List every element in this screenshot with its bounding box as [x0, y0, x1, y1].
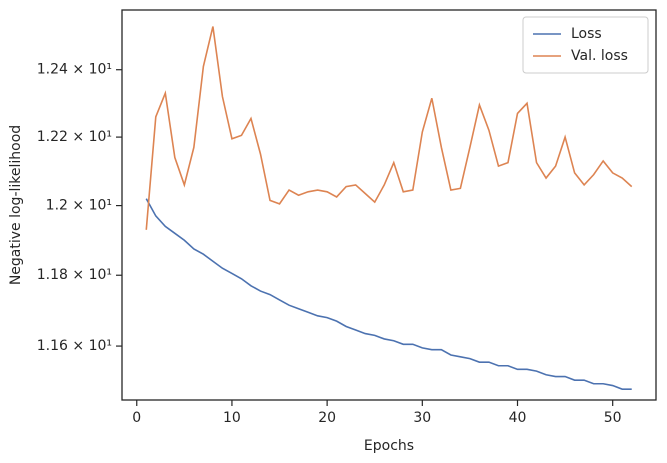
y-tick-label: 1.18 × 10¹ — [37, 267, 112, 283]
x-axis-label: Epochs — [364, 438, 414, 454]
line — [145, 198, 632, 390]
x-tick-label: 10 — [223, 410, 241, 426]
legend-label: Loss — [571, 26, 602, 42]
legend-box — [522, 16, 649, 74]
y-tick-label: 1.16 × 10¹ — [37, 338, 112, 354]
plot-frame — [121, 9, 657, 401]
y-axis-label: Negative log-likelihood — [8, 125, 24, 285]
y-tick-label: 1.22 × 10¹ — [37, 129, 112, 145]
x-tick-label: 0 — [132, 410, 141, 426]
legend-label: Val. loss — [571, 48, 628, 64]
x-tick-label: 30 — [413, 410, 431, 426]
y-tick-label: 1.2 × 10¹ — [46, 198, 112, 214]
x-tick-label: 20 — [318, 410, 336, 426]
line — [145, 26, 633, 230]
x-tick-label: 50 — [604, 410, 622, 426]
y-tick-label: 1.24 × 10¹ — [37, 62, 112, 78]
x-tick-label: 40 — [509, 410, 527, 426]
